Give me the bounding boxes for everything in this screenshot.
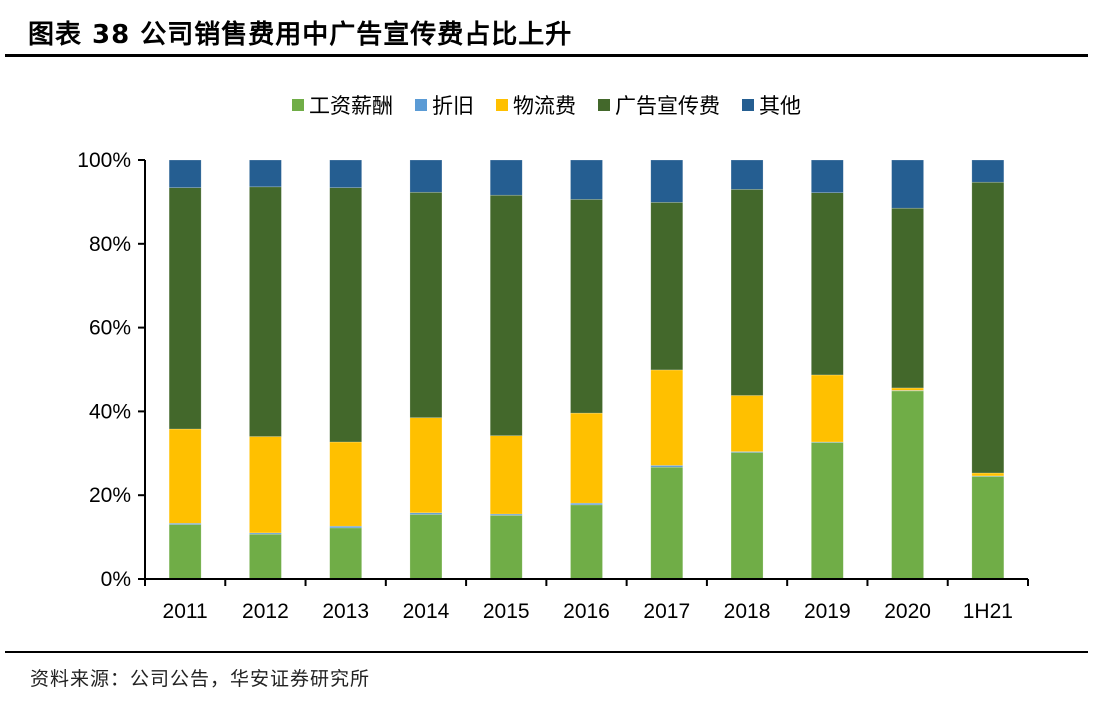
- legend-label: 物流费: [513, 94, 576, 118]
- bar-segment: [329, 159, 362, 188]
- legend-label: 工资薪酬: [309, 94, 393, 118]
- legend-item: 物流费: [496, 90, 576, 120]
- bar-segment: [168, 524, 202, 580]
- bar-segment: [730, 189, 764, 396]
- bar-segment: [489, 515, 523, 580]
- x-tick-label: 2014: [403, 600, 450, 623]
- bar-segment: [891, 387, 924, 391]
- x-tick-label: 2013: [322, 600, 369, 623]
- bar-segment: [409, 514, 443, 580]
- y-tick-label: 0%: [101, 568, 131, 591]
- bar-segment: [249, 436, 282, 534]
- bar-segment: [971, 476, 1005, 580]
- legend-swatch: [292, 99, 304, 111]
- bar-segment: [570, 199, 603, 414]
- x-tick-label: 2019: [804, 600, 851, 623]
- bar-segment: [249, 186, 282, 437]
- bar-segment: [329, 187, 362, 443]
- x-tick-label: 2012: [242, 600, 289, 623]
- bar-segment: [650, 466, 684, 580]
- x-tick-label: 2017: [643, 600, 690, 623]
- bar-segment: [650, 369, 684, 466]
- legend-swatch: [496, 99, 508, 111]
- bar-segment: [650, 202, 684, 371]
- y-tick-label: 40%: [89, 400, 131, 423]
- bar-segment: [168, 187, 202, 430]
- x-tick-label: 2015: [483, 600, 530, 623]
- bar-segment: [811, 159, 844, 193]
- bar-segment: [891, 159, 924, 209]
- bar-segment: [570, 159, 603, 200]
- legend-label: 其他: [759, 94, 801, 118]
- bar-segment: [489, 194, 523, 437]
- bar-segment: [971, 159, 1005, 183]
- bar-segment: [650, 159, 684, 203]
- legend-swatch: [415, 99, 427, 111]
- bar-segment: [971, 472, 1005, 477]
- bar-segment: [811, 192, 844, 376]
- legend-swatch: [742, 99, 754, 111]
- bar-segment: [409, 417, 443, 514]
- bar-segment: [730, 159, 764, 190]
- bar-segment: [489, 159, 523, 196]
- bar-segment: [570, 504, 603, 580]
- bar-segment: [730, 395, 764, 452]
- bar-segment: [329, 441, 362, 527]
- x-tick-label: 2020: [884, 600, 931, 623]
- bar-segment: [329, 527, 362, 580]
- bar-segment: [811, 374, 844, 443]
- legend-swatch: [598, 99, 610, 111]
- bar-segment: [249, 159, 282, 188]
- legend: 工资薪酬 折旧 物流费 广告宣传费 其他: [0, 90, 1093, 120]
- y-tick-label: 20%: [89, 484, 131, 507]
- y-tick-label: 100%: [77, 149, 131, 172]
- bar-segment: [168, 428, 202, 524]
- bar-segment: [409, 191, 443, 418]
- legend-item: 其他: [742, 90, 801, 120]
- legend-item: 广告宣传费: [598, 90, 720, 120]
- bar-segment: [891, 207, 924, 389]
- x-tick-label: 2018: [724, 600, 771, 623]
- x-tick-label: 2016: [563, 600, 610, 623]
- bar-segment: [409, 159, 443, 193]
- bar-segment: [570, 502, 603, 506]
- chart-title: 图表 38 公司销售费用中广告宣传费占比上升: [28, 20, 573, 50]
- bar-segment: [489, 435, 523, 515]
- bar-segment: [168, 159, 202, 188]
- x-tick-label: 1H21: [963, 600, 1013, 623]
- bar-segment: [570, 412, 603, 504]
- bar-segment: [730, 452, 764, 580]
- bar-segment: [811, 442, 844, 580]
- title-divider: [5, 54, 1088, 57]
- legend-item: 工资薪酬: [292, 90, 393, 120]
- legend-label: 折旧: [432, 94, 474, 118]
- y-tick-label: 80%: [89, 233, 131, 256]
- x-tick-label: 2011: [163, 600, 208, 623]
- footer-divider: [5, 651, 1088, 653]
- y-tick-label: 60%: [89, 317, 131, 340]
- legend-item: 折旧: [415, 90, 474, 120]
- bar-segment: [891, 390, 924, 580]
- source-note: 资料来源：公司公告，华安证券研究所: [30, 668, 371, 690]
- bar-segment: [249, 533, 282, 580]
- legend-label: 广告宣传费: [615, 94, 720, 118]
- bar-segment: [971, 181, 1005, 474]
